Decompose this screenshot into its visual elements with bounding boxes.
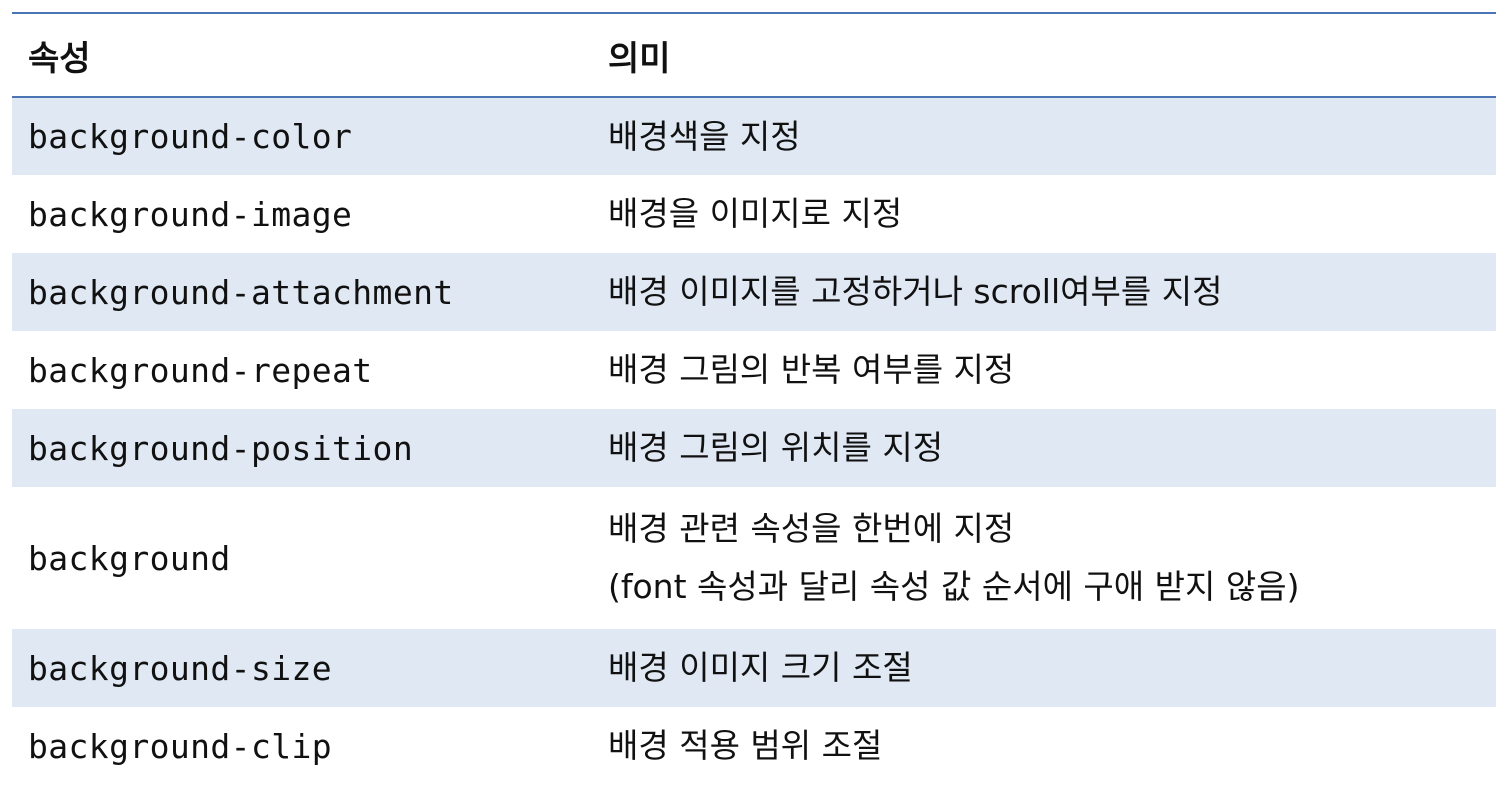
table-row: background-clip 배경 적용 범위 조절 xyxy=(12,707,1496,785)
meaning-text: 배경 관련 속성을 한번에 지정 xyxy=(608,509,1015,548)
css-background-properties-table: 속성 의미 background-color 배경색을 지정 backgroun… xyxy=(12,12,1496,785)
table-row: background-attachment 배경 이미지를 고정하거나 scro… xyxy=(12,253,1496,331)
table-row: background-repeat 배경 그림의 반복 여부를 지정 xyxy=(12,331,1496,409)
header-row: 속성 의미 xyxy=(12,13,1496,97)
property-cell: background-clip xyxy=(28,726,333,766)
table-row: background-color 배경색을 지정 xyxy=(12,97,1496,175)
header-property: 속성 xyxy=(28,38,91,79)
table-row: background-size 배경 이미지 크기 조절 xyxy=(12,629,1496,707)
meaning-text: 배경 적용 범위 조절 xyxy=(608,726,883,765)
meaning-text: 배경 이미지 크기 조절 xyxy=(608,648,913,687)
meaning-cell: 배경 이미지를 고정하거나 scroll여부를 지정 xyxy=(592,253,1496,331)
meaning-cell: 배경 그림의 위치를 지정 xyxy=(592,409,1496,487)
table-row: background-image 배경을 이미지로 지정 xyxy=(12,175,1496,253)
meaning-cell: 배경 이미지 크기 조절 xyxy=(592,629,1496,707)
meaning-note: (font 속성과 달리 속성 값 순서에 구애 받지 않음) xyxy=(608,567,1300,606)
property-cell: background-attachment xyxy=(12,253,592,331)
meaning-cell: 배경 관련 속성을 한번에 지정 (font 속성과 달리 속성 값 순서에 구… xyxy=(592,487,1496,629)
meaning-cell: 배경색을 지정 xyxy=(592,97,1496,175)
property-cell: background-position xyxy=(12,409,592,487)
table-header: 속성 의미 xyxy=(12,13,1496,97)
table-row: background-position 배경 그림의 위치를 지정 xyxy=(12,409,1496,487)
meaning-text: 배경 그림의 반복 여부를 지정 xyxy=(608,350,1015,389)
meaning-cell: 배경 그림의 반복 여부를 지정 xyxy=(592,331,1496,409)
meaning-text: 배경을 이미지로 지정 xyxy=(608,194,903,233)
meaning-cell: 배경 적용 범위 조절 xyxy=(592,707,1496,785)
meaning-text: 배경 그림의 위치를 지정 xyxy=(608,428,944,467)
css-background-table-container: 속성 의미 background-color 배경색을 지정 backgroun… xyxy=(12,12,1496,785)
meaning-text: 배경색을 지정 xyxy=(608,116,801,156)
property-cell: background xyxy=(28,538,231,578)
meaning-cell: 배경을 이미지로 지정 xyxy=(592,175,1496,253)
property-cell: background-size xyxy=(12,629,592,707)
table-body: background-color 배경색을 지정 background-imag… xyxy=(12,97,1496,785)
property-cell: background-color xyxy=(12,97,592,175)
table-row: background 배경 관련 속성을 한번에 지정 (font 속성과 달리… xyxy=(12,487,1496,629)
property-cell: background-image xyxy=(28,194,353,234)
header-meaning: 의미 xyxy=(608,38,671,79)
meaning-text: 배경 이미지를 고정하거나 scroll여부를 지정 xyxy=(608,272,1223,311)
property-cell: background-repeat xyxy=(28,350,373,390)
